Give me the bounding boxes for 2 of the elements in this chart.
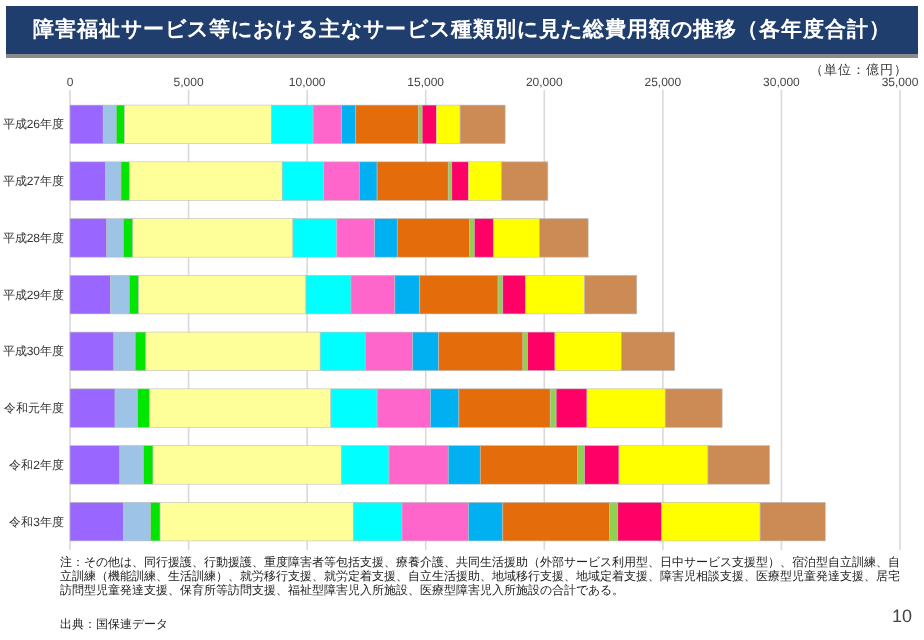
chart-title: 障害福祉サービス等における主なサービス種類別に見た総費用額の推移（各年度合計） [6,6,918,58]
text: 10 [891,606,912,626]
